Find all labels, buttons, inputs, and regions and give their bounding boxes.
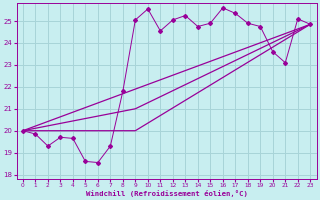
X-axis label: Windchill (Refroidissement éolien,°C): Windchill (Refroidissement éolien,°C) xyxy=(86,190,248,197)
